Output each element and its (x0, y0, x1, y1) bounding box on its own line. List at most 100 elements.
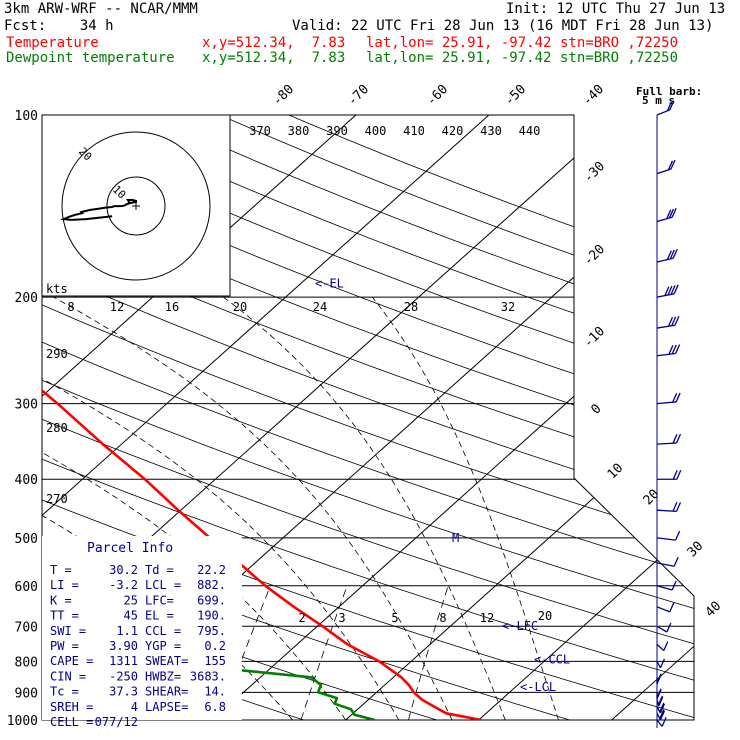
dry-adiabat (42, 115, 694, 720)
isotherm-line (611, 115, 694, 720)
parcel-key: Tc = (50, 685, 79, 699)
wind-barb (657, 469, 682, 480)
parcel-value: 699. (197, 593, 226, 607)
dry-adiabat (42, 115, 694, 720)
isotherm-label: 40 (703, 599, 725, 621)
parcel-key: SWI = (50, 624, 86, 638)
level-marker: <-LCL (520, 680, 556, 694)
parcel-key: EL = (145, 609, 174, 623)
wind-barb (656, 602, 675, 613)
dry-adiabat (288, 115, 694, 720)
theta-label: 420 (442, 124, 464, 138)
theta-label: 390 (326, 124, 348, 138)
wind-barb (656, 284, 679, 298)
hodograph-center-icon (132, 202, 140, 210)
model-title: 3km ARW-WRF -- NCAR/MMM (4, 1, 198, 17)
mixing-ratio-line (300, 585, 348, 720)
isotherm-label: -60 (424, 82, 451, 109)
hodograph-ring (106, 176, 166, 236)
wind-barb (656, 717, 667, 727)
theta-label: 410 (403, 124, 425, 138)
pressure-tick-label: 400 (15, 473, 38, 488)
parcel-info-panel: Parcel Info T = 30.2 Td = 22.2 LI = -3.2 LCL = 8… (42, 536, 242, 729)
pressure-tick-label: 200 (15, 291, 38, 306)
mixing-ratio-label: 3 (338, 611, 345, 625)
barb-legend: 5 m s (642, 94, 675, 107)
isotherm-label: 30 (685, 539, 707, 561)
level-marker: <-EL (315, 277, 344, 291)
pressure-tick-label: 500 (15, 532, 38, 547)
mixing-ratio-label: 2 (298, 611, 305, 625)
wind-barb (656, 530, 681, 541)
temperature-xy: x,y=512.34, 7.83 (202, 35, 346, 51)
parcel-value: 30.2 (109, 563, 138, 577)
dewpoint-profile (42, 115, 376, 720)
wind-barbs: Full barb:5 m s (636, 85, 702, 728)
temperature-latlon: lat,lon= 25.91, -97.42 (366, 35, 552, 51)
upper-scale-label: 16 (165, 300, 179, 314)
hodograph-ring (61, 131, 211, 281)
dry-adiabat (42, 115, 694, 720)
wind-barb (656, 695, 664, 707)
parcel-value: 37.3 (109, 685, 138, 699)
dewpoint-legend-label: Dewpoint temperature (6, 50, 175, 66)
parcel-key: HWBZ= (145, 669, 181, 683)
parcel-key: YGP = (145, 639, 181, 653)
parcel-value: 25 (124, 593, 138, 607)
wind-barb (656, 580, 677, 591)
mixing-ratio-label: 5 (391, 611, 398, 625)
dry-adiabat (42, 115, 694, 720)
parcel-key: PW = (50, 639, 79, 653)
parcel-value: 4 (131, 700, 138, 714)
dewpoint-xy: x,y=512.34, 7.83 (202, 50, 346, 66)
wind-barb (656, 392, 681, 405)
parcel-value: 190. (197, 609, 226, 623)
isotherm-label: -20 (581, 242, 608, 269)
theta-label: 380 (288, 124, 310, 138)
parcel-key: LAPSE= (145, 700, 188, 714)
parcel-key: LFC= (145, 593, 174, 607)
wind-barb (656, 501, 682, 512)
mixing-ratio-label: 20 (538, 609, 552, 623)
parcel-value: 6.8 (204, 700, 226, 714)
parcel-value: 155 (204, 654, 226, 668)
wind-barb (656, 673, 662, 685)
isotherm-label: -70 (345, 82, 372, 109)
parcel-key: T = (50, 563, 72, 577)
parcel-value: 1.1 (116, 624, 138, 638)
parcel-value: 077/12 (95, 715, 138, 729)
level-marker: M (452, 531, 459, 545)
valid-time: Valid: 22 UTC Fri 28 Jun 13 (16 MDT Fri … (292, 18, 714, 34)
level-marker: <-LFC (502, 619, 538, 633)
parcel-title: Parcel Info (87, 541, 173, 556)
parcel-value: 882. (197, 578, 226, 592)
pressure-tick-label: 700 (15, 620, 38, 635)
wind-barb (656, 688, 662, 700)
hodograph-units: kts (46, 282, 68, 296)
isotherm-label: -30 (581, 159, 608, 186)
theta-side-label: 270 (46, 492, 68, 506)
dry-adiabat (42, 115, 694, 720)
parcel-key: CELL = (50, 715, 93, 729)
parcel-value: 45 (124, 609, 138, 623)
dry-adiabat (42, 115, 694, 720)
wind-barb (656, 316, 680, 329)
parcel-panel-bg (42, 536, 242, 720)
isotherm-label: -10 (581, 324, 608, 351)
parcel-key: Td = (145, 563, 174, 577)
moist-adiabat (371, 296, 559, 720)
wind-barb (656, 100, 675, 116)
isotherm-label: 0 (588, 401, 604, 417)
forecast-hour: Fcst: 34 h (4, 18, 114, 34)
parcel-value: 14. (204, 685, 226, 699)
wind-barb (656, 709, 666, 721)
temperature-station: stn=BRO ,72250 (560, 35, 679, 51)
pressure-tick-label: 600 (15, 580, 38, 595)
mixing-ratio-label: 12 (480, 611, 494, 625)
wind-barb (656, 702, 666, 714)
dewpoint-station: stn=BRO ,72250 (560, 50, 679, 66)
wind-barb (656, 658, 666, 669)
isotherm-line (42, 115, 357, 720)
parcel-key: SHEAR= (145, 685, 188, 699)
